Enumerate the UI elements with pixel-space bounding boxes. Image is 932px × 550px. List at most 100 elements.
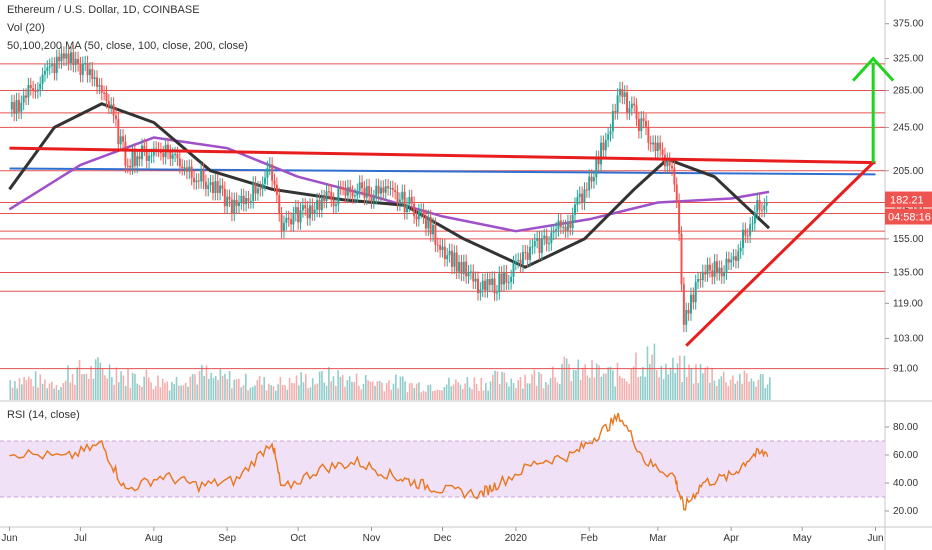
- price-candle: [39, 83, 42, 90]
- rsi-legend[interactable]: RSI (14, close): [7, 409, 80, 421]
- volume-bar: [510, 378, 513, 400]
- ma-legend[interactable]: 50,100,200 MA (50, close, 100, close, 20…: [7, 40, 248, 52]
- price-candle: [332, 199, 335, 207]
- price-candle: [174, 153, 177, 155]
- volume-bar: [178, 385, 180, 400]
- volume-bar: [219, 369, 222, 400]
- price-candle: [81, 63, 84, 75]
- price-candle: [138, 156, 141, 160]
- price-candle: [427, 216, 430, 229]
- volume-bar: [491, 374, 494, 400]
- volume-bar: [369, 381, 372, 400]
- price-candle: [484, 280, 487, 291]
- price-candle: [337, 187, 340, 205]
- price-candle: [43, 71, 46, 75]
- volume-bar: [328, 367, 330, 400]
- volume-bar: [540, 374, 543, 400]
- volume-bar: [131, 372, 134, 400]
- price-candle: [124, 141, 127, 166]
- price-candle: [640, 118, 643, 132]
- price-candle: [363, 188, 366, 198]
- price-candle: [623, 92, 626, 97]
- volume-bar: [549, 378, 552, 400]
- price-candle: [266, 167, 269, 178]
- price-candle: [394, 189, 397, 192]
- volume-bar: [39, 374, 42, 400]
- time-tick-label: Nov: [363, 533, 381, 544]
- price-candle: [597, 157, 600, 165]
- countdown-badge: [885, 208, 932, 225]
- price-candle: [545, 235, 548, 244]
- volume-bar: [376, 381, 379, 400]
- volume-bar: [461, 389, 464, 400]
- volume-bar: [561, 363, 563, 400]
- time-tick-label: Feb: [581, 533, 599, 544]
- volume-bar: [279, 376, 282, 400]
- volume-bar: [556, 382, 559, 400]
- volume-bar: [542, 388, 545, 400]
- volume-bar: [214, 376, 217, 400]
- volume-bar: [157, 375, 159, 400]
- price-candle: [17, 99, 20, 112]
- price-candle: [403, 191, 406, 213]
- volume-bar: [244, 373, 247, 400]
- price-candle: [699, 279, 702, 281]
- volume-bar: [34, 371, 37, 400]
- price-candle: [15, 99, 18, 114]
- volume-legend[interactable]: Vol (20): [7, 22, 45, 34]
- price-candle: [256, 188, 259, 194]
- price-candle: [226, 196, 229, 207]
- volume-bar: [228, 370, 231, 400]
- price-candle: [131, 151, 134, 168]
- price-candle: [763, 205, 766, 210]
- price-candle: [533, 240, 536, 247]
- volume-bar: [609, 366, 612, 400]
- volume-bar: [457, 382, 459, 400]
- price-candle: [514, 260, 517, 263]
- price-candle: [301, 205, 304, 211]
- price-candle: [760, 209, 763, 211]
- volume-bar: [515, 388, 517, 400]
- price-candle: [287, 217, 290, 220]
- volume-bar: [194, 374, 196, 400]
- volume-bar: [378, 380, 381, 400]
- volume-bar: [161, 378, 164, 400]
- volume-bar: [618, 375, 621, 400]
- volume-bar: [406, 392, 409, 400]
- volume-bar: [323, 382, 326, 400]
- price-candle: [647, 127, 650, 143]
- volume-bar: [648, 363, 651, 400]
- price-candle: [458, 262, 461, 272]
- price-candle: [98, 85, 101, 87]
- volume-bar: [309, 387, 312, 400]
- price-candle: [346, 187, 349, 196]
- volume-bar: [212, 378, 215, 400]
- volume-bar: [145, 369, 148, 400]
- volume-bar: [221, 375, 224, 400]
- volume-bar: [512, 383, 515, 400]
- support-trendline: [685, 161, 875, 347]
- volume-bar: [600, 376, 603, 400]
- volume-bar: [152, 389, 155, 400]
- volume-bar: [715, 386, 718, 400]
- price-candle: [491, 278, 494, 285]
- price-candle: [555, 229, 558, 232]
- price-candle: [687, 309, 690, 314]
- price-candle: [734, 256, 737, 261]
- price-candle: [285, 217, 288, 223]
- volume-bar: [371, 381, 374, 400]
- price-candle: [34, 91, 37, 93]
- price-candle: [155, 148, 158, 150]
- price-candle: [446, 255, 449, 260]
- price-candle: [58, 56, 61, 62]
- rsi-line: [9, 412, 769, 511]
- volume-bar: [732, 375, 734, 400]
- volume-bar: [106, 378, 109, 400]
- volume-bar: [104, 375, 106, 400]
- price-candle: [171, 154, 174, 159]
- price-candle: [439, 245, 442, 251]
- price-candle: [228, 196, 231, 200]
- volume-bar: [353, 382, 356, 400]
- volume-bar: [124, 385, 127, 400]
